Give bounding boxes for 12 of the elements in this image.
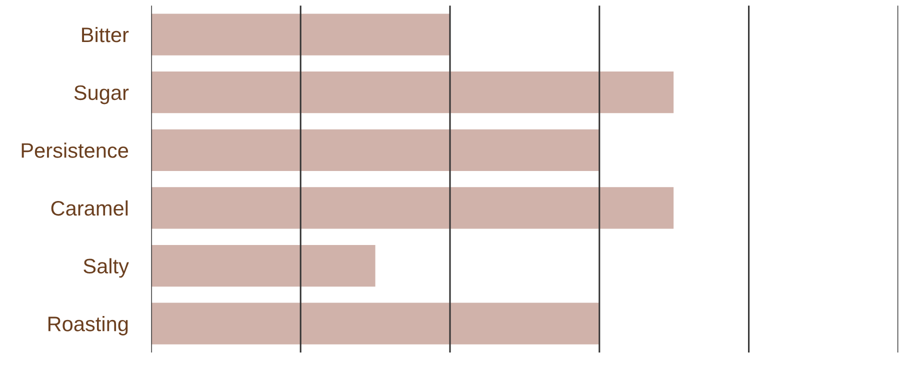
y-tick-label: Caramel	[51, 200, 128, 216]
y-tick-label: Sugar	[74, 85, 129, 104]
bar	[151, 129, 599, 171]
bar	[151, 14, 450, 56]
y-tick-label: Roasting	[48, 316, 128, 336]
y-tick-label: Bitter	[82, 26, 129, 42]
y-tick-label: Persistence	[22, 142, 128, 158]
y-tick-label: Salty	[84, 258, 129, 278]
bar	[151, 302, 599, 344]
bar	[151, 244, 376, 287]
bar	[151, 187, 674, 229]
bar	[151, 72, 674, 114]
